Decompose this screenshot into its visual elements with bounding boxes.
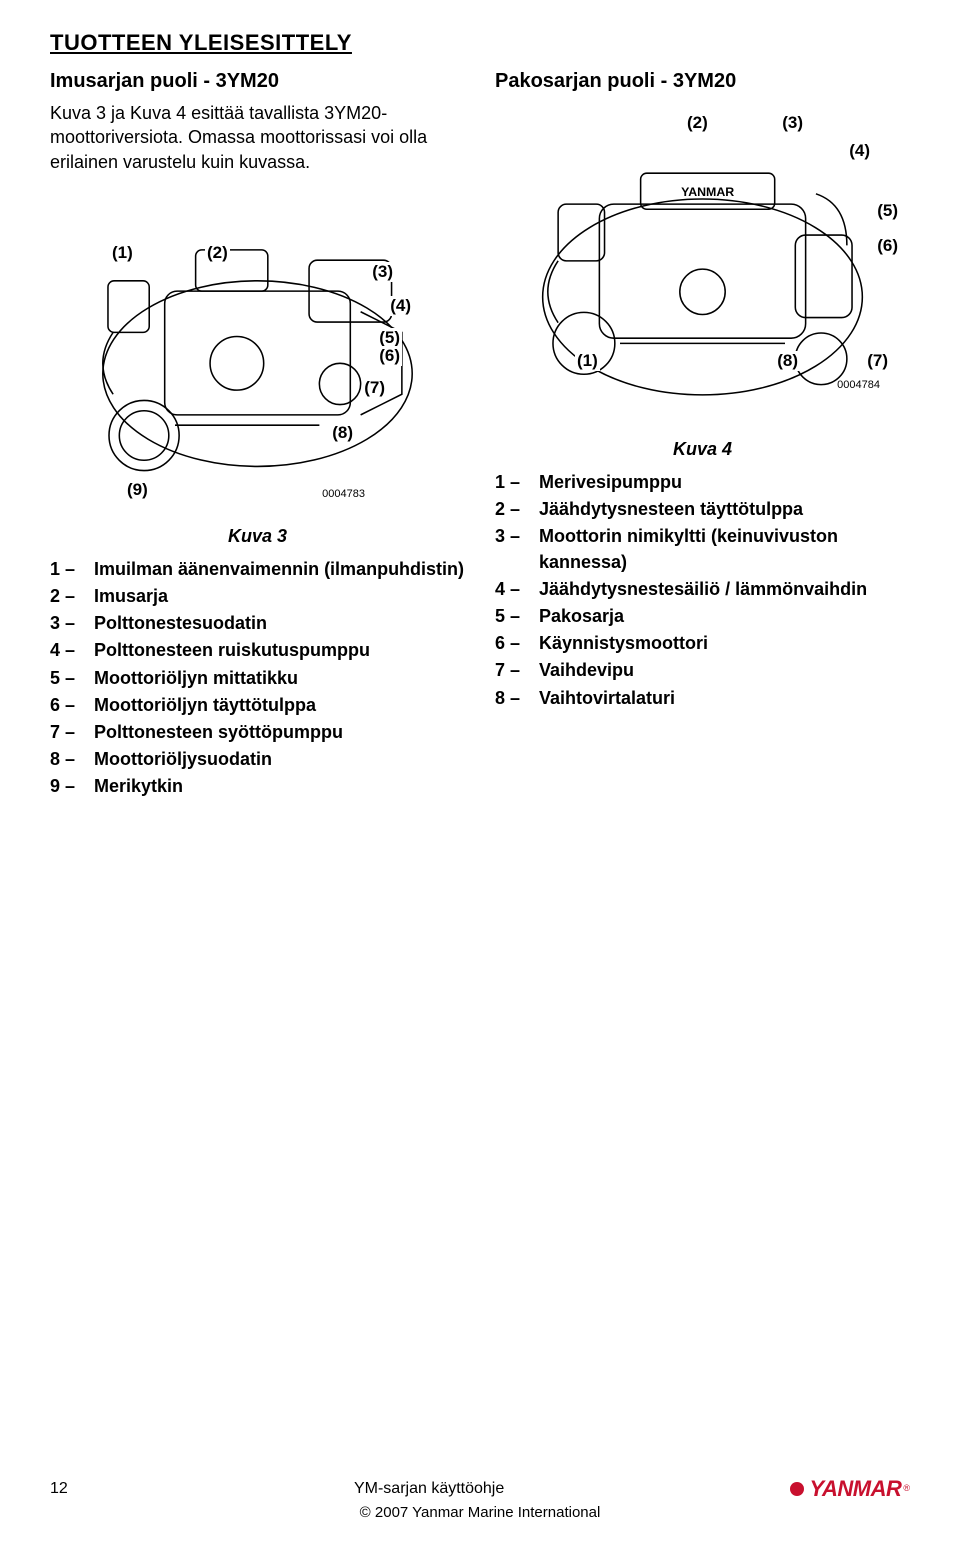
- yanmar-logo: YANMAR ®: [790, 1476, 910, 1502]
- copyright: © 2007 Yanmar Marine International: [50, 1504, 910, 1521]
- callout-6: (6): [377, 346, 402, 366]
- yanmar-logo-r: ®: [903, 1483, 910, 1493]
- legend-num: 5 –: [495, 604, 539, 629]
- legend-text: Moottoriöljysuodatin: [94, 747, 272, 772]
- legend-num: 3 –: [495, 524, 539, 574]
- legend-text: Käynnistysmoottori: [539, 631, 708, 656]
- legend-num: 7 –: [495, 658, 539, 683]
- legend-num: 1 –: [495, 470, 539, 495]
- legend-num: 5 –: [50, 666, 94, 691]
- legend-num: 2 –: [50, 584, 94, 609]
- legend-row: 6 –Käynnistysmoottori: [495, 631, 910, 656]
- legend-row: 3 –Moottorin nimikyltti (keinuvivuston k…: [495, 524, 910, 574]
- legend-row: 8 –Moottoriöljysuodatin: [50, 747, 465, 772]
- legend-num: 8 –: [50, 747, 94, 772]
- callout-4: (4): [847, 141, 872, 161]
- legend-text: Pakosarja: [539, 604, 624, 629]
- legend-text: Imusarja: [94, 584, 168, 609]
- callout-8: (8): [330, 423, 355, 443]
- right-caption: Kuva 4: [495, 439, 910, 460]
- page-number: 12: [50, 1480, 68, 1498]
- legend-text: Moottoriöljyn täyttötulppa: [94, 693, 316, 718]
- legend-row: 6 –Moottoriöljyn täyttötulppa: [50, 693, 465, 718]
- legend-num: 8 –: [495, 686, 539, 711]
- footer-top-row: 12 YM-sarjan käyttöohje YANMAR ®: [50, 1476, 910, 1502]
- legend-row: 1 –Imuilman äänenvaimennin (ilmanpuhdist…: [50, 557, 465, 582]
- callout-1: (1): [110, 243, 135, 263]
- legend-num: 9 –: [50, 774, 94, 799]
- legend-text: Moottorin nimikyltti (keinuvivuston kann…: [539, 524, 910, 574]
- legend-num: 4 –: [50, 638, 94, 663]
- legend-row: 4 –Polttonesteen ruiskutuspumppu: [50, 638, 465, 663]
- legend-row: 3 –Polttonestesuodatin: [50, 611, 465, 636]
- doc-title: YM-sarjan käyttöohje: [354, 1480, 504, 1498]
- legend-row: 1 –Merivesipumppu: [495, 470, 910, 495]
- callout-2: (2): [205, 243, 230, 263]
- callout-5: (5): [377, 328, 402, 348]
- legend-num: 6 –: [495, 631, 539, 656]
- left-column: Imusarjan puoli - 3YM20 Kuva 3 ja Kuva 4…: [50, 70, 465, 802]
- legend-row: 7 –Polttonesteen syöttöpumppu: [50, 720, 465, 745]
- legend-row: 8 –Vaihtovirtalaturi: [495, 686, 910, 711]
- legend-text: Moottoriöljyn mittatikku: [94, 666, 298, 691]
- legend-text: Vaihtovirtalaturi: [539, 686, 675, 711]
- right-figure: YANMAR (2) (3) (4) (5) (6) (7) (8) (1) 0…: [495, 101, 910, 431]
- legend-num: 6 –: [50, 693, 94, 718]
- legend-text: Polttonesteen syöttöpumppu: [94, 720, 343, 745]
- legend-row: 7 –Vaihdevipu: [495, 658, 910, 683]
- legend-text: Jäähdytysnesteen täyttötulppa: [539, 497, 803, 522]
- left-figure: (1) (2) (3) (4) (5) (6) (7) (8) (9) 0004…: [50, 188, 465, 518]
- callout-1: (1): [575, 351, 600, 371]
- legend-row: 2 –Jäähdytysnesteen täyttötulppa: [495, 497, 910, 522]
- legend-num: 2 –: [495, 497, 539, 522]
- right-column: Pakosarjan puoli - 3YM20 YANMAR: [495, 70, 910, 802]
- callout-7: (7): [865, 351, 890, 371]
- callout-8: (8): [775, 351, 800, 371]
- legend-row: 5 –Pakosarja: [495, 604, 910, 629]
- left-caption: Kuva 3: [50, 526, 465, 547]
- legend-num: 4 –: [495, 577, 539, 602]
- right-title: Pakosarjan puoli - 3YM20: [495, 70, 910, 93]
- legend-row: 5 –Moottoriöljyn mittatikku: [50, 666, 465, 691]
- callout-3: (3): [780, 113, 805, 133]
- legend-text: Vaihdevipu: [539, 658, 634, 683]
- left-legend: 1 –Imuilman äänenvaimennin (ilmanpuhdist…: [50, 557, 465, 800]
- right-legend: 1 –Merivesipumppu 2 –Jäähdytysnesteen tä…: [495, 470, 910, 711]
- callout-9: (9): [125, 480, 150, 500]
- legend-text: Imuilman äänenvaimennin (ilmanpuhdistin): [94, 557, 464, 582]
- legend-text: Merivesipumppu: [539, 470, 682, 495]
- engine-illustration-left: [50, 188, 465, 518]
- page-footer: 12 YM-sarjan käyttöohje YANMAR ® © 2007 …: [50, 1476, 910, 1521]
- legend-text: Polttonestesuodatin: [94, 611, 267, 636]
- legend-text: Polttonesteen ruiskutuspumppu: [94, 638, 370, 663]
- left-title: Imusarjan puoli - 3YM20: [50, 70, 465, 93]
- legend-num: 7 –: [50, 720, 94, 745]
- svg-text:YANMAR: YANMAR: [681, 185, 734, 199]
- yanmar-logo-dot: [790, 1482, 804, 1496]
- legend-text: Jäähdytysnestesäiliö / lämmönvaihdin: [539, 577, 867, 602]
- callout-2: (2): [685, 113, 710, 133]
- callout-7: (7): [362, 378, 387, 398]
- legend-text: Merikytkin: [94, 774, 183, 799]
- figcode-right: 0004784: [837, 379, 880, 391]
- page-header: TUOTTEEN YLEISESITTELY: [50, 30, 910, 56]
- legend-num: 3 –: [50, 611, 94, 636]
- callout-6: (6): [875, 236, 900, 256]
- left-intro: Kuva 3 ja Kuva 4 esittää tavallista 3YM2…: [50, 101, 465, 174]
- callout-5: (5): [875, 201, 900, 221]
- yanmar-logo-text: YANMAR: [809, 1476, 901, 1502]
- legend-row: 4 –Jäähdytysnestesäiliö / lämmönvaihdin: [495, 577, 910, 602]
- content-columns: Imusarjan puoli - 3YM20 Kuva 3 ja Kuva 4…: [50, 70, 910, 802]
- legend-row: 2 –Imusarja: [50, 584, 465, 609]
- callout-4: (4): [388, 296, 413, 316]
- figcode-left: 0004783: [322, 488, 365, 500]
- legend-num: 1 –: [50, 557, 94, 582]
- callout-3: (3): [370, 262, 395, 282]
- legend-row: 9 –Merikytkin: [50, 774, 465, 799]
